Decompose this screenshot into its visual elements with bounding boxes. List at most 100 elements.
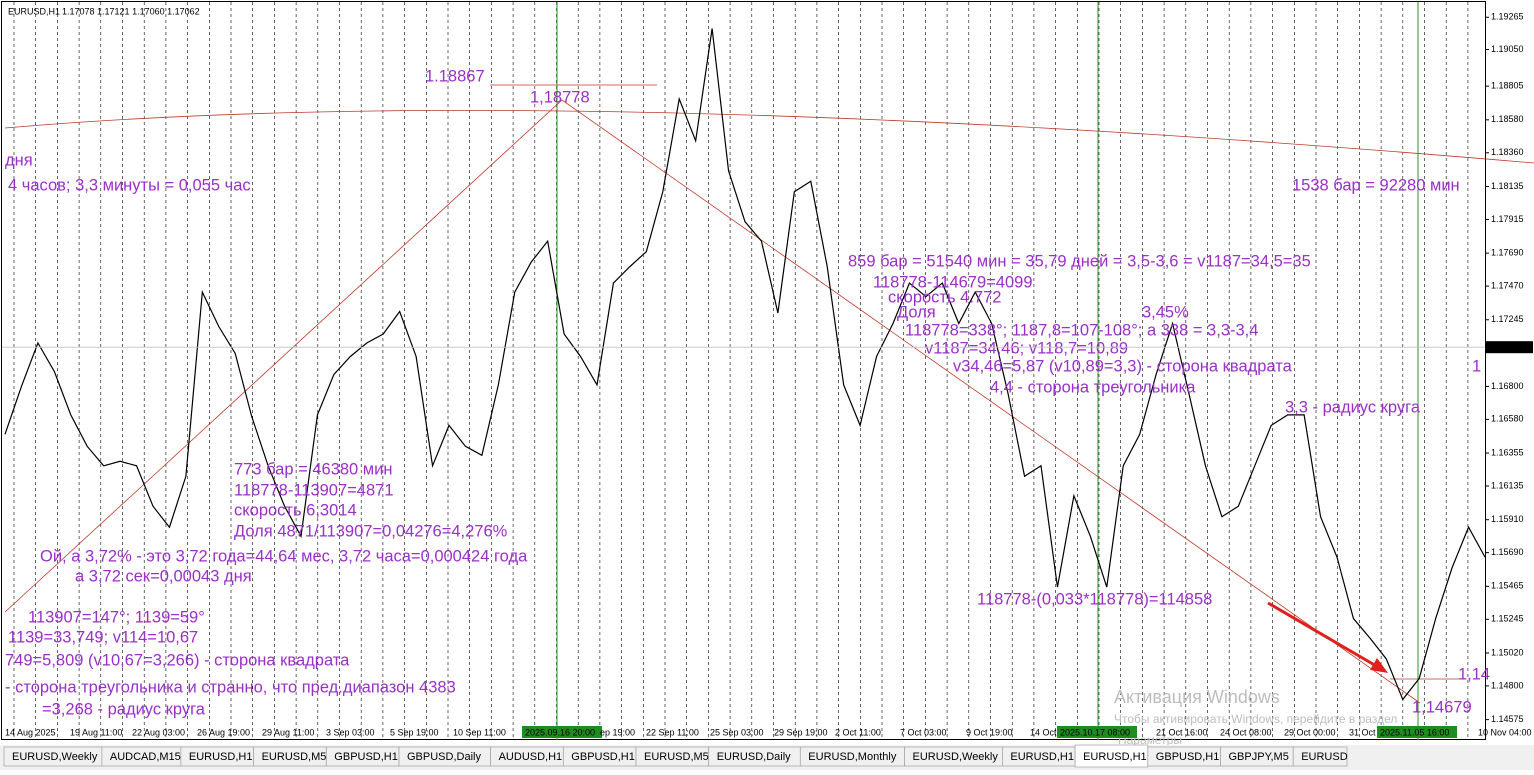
tab-label[interactable]: EURUSD,M5 (644, 751, 709, 763)
tab-label[interactable]: EURUSD,H1 (1010, 751, 1074, 763)
x-tick-label: 7 Oct 03:00 (900, 727, 947, 737)
tab-label[interactable]: AUDCAD,M15 (110, 751, 181, 763)
tab[interactable] (1292, 746, 1348, 767)
annotation: v1187=34,46; v118,7=10,89 (925, 339, 1128, 357)
y-tick-label: 1.19050 (1491, 44, 1524, 54)
tab-label[interactable]: EURUSD,H1 (1083, 751, 1147, 763)
x-tick-label: 24 Oct 08:00 (1220, 727, 1272, 737)
y-tick-label: 1.15245 (1491, 614, 1524, 624)
y-tick-label: 1.15690 (1491, 547, 1524, 557)
trend-line (4, 99, 1421, 704)
tab-label[interactable]: GBPJPY,M5 (1229, 751, 1289, 763)
x-tick-label: 5 Sep 19:00 (390, 727, 439, 737)
annotation: Доля 4871/113907=0,04276=4,276% (234, 522, 508, 540)
x-label-highlight (522, 726, 602, 738)
tab-label[interactable]: EURUSD,Weekly (12, 751, 98, 763)
x-tick-label: 22 Aug 03:00 (132, 727, 185, 737)
x-tick-label: 14 Aug 2025 (5, 727, 56, 737)
x-tick-label: 2025.11.05 16:00 (1380, 727, 1449, 737)
y-tick-label: 1.15910 (1491, 514, 1524, 524)
arc-line (4, 110, 1534, 164)
annotation: 118778=338°; 1187,8=107-108°; а 338 = 3,… (905, 321, 1258, 339)
y-tick-label: 1.15465 (1491, 581, 1524, 591)
y-tick-label: 1.14575 (1491, 714, 1524, 724)
x-tick-label: 10 Nov 04:00 (1478, 727, 1532, 737)
annotation: 1,14679 (1412, 698, 1472, 716)
annotation: 3,45% (1142, 303, 1189, 321)
y-tick-label: 1.18580 (1491, 114, 1524, 124)
arrow-shaft (1267, 601, 1379, 669)
x-tick-label: 29 Aug 11:00 (262, 727, 314, 737)
x-tick-label: 25 Sep 03:00 (710, 727, 764, 737)
annotation: Ой, а 3,72% - это 3,72 года=44,64 мес, 3… (40, 547, 528, 565)
tab-label[interactable]: EURUSD,Monthly (808, 751, 897, 763)
y-tick-label: 1.16580 (1491, 414, 1524, 424)
x-label-highlight (1057, 726, 1137, 738)
annotation: скорость 6,3014 (234, 501, 357, 519)
x-tick-label: 29 Sep 19:00 (774, 727, 828, 737)
y-tick-label: 1.17690 (1491, 248, 1524, 258)
header-ohlc: 1.17078 1.17121 1.17060 1.17062 (62, 6, 200, 16)
y-tick-label: 1.14800 (1491, 680, 1524, 690)
annotation: 3,3 - радиус круга (1285, 398, 1421, 416)
annotation: 1139=33,749; v114=10,67 (8, 628, 198, 646)
price-line (4, 28, 1486, 701)
annotation: 4,4 - сторона треугольника (990, 378, 1196, 396)
annotation: скорость 4.772 (888, 288, 1001, 306)
annotation: 113907=147°; 1139=59° (28, 608, 205, 626)
y-tick-label: 1.17245 (1491, 314, 1524, 324)
tab-label[interactable]: EURUSD,M5 (262, 751, 327, 763)
x-tick-label: ep 19:00 (600, 727, 635, 737)
tab-label[interactable]: EURUSD,Weekly (913, 751, 999, 763)
x-tick-label: 14 Oct (1030, 727, 1057, 737)
current-price-label: 1.17062 (1491, 342, 1524, 352)
annotation: 1,18778 (530, 88, 590, 106)
x-tick-label: 19 Aug 11:00 (70, 727, 122, 737)
y-tick-label: 1.18805 (1491, 81, 1524, 91)
annotation: - сторона треугольника и странно, что пр… (5, 678, 456, 696)
annotation: а 3,72 сек=0,00043 дня (75, 567, 252, 585)
tab-label[interactable]: GBPUSD,Daily (407, 751, 481, 763)
y-tick-label: 1.17470 (1491, 280, 1524, 290)
annotation: 1 (1472, 357, 1481, 375)
x-tick-label: 2025.10.17 08:00 (1060, 727, 1130, 737)
current-price-box (1486, 341, 1533, 354)
tab-label[interactable]: GBPUSD,H1 (571, 751, 635, 763)
annotation: 118778-113907=4871 (234, 481, 394, 499)
x-tick-label: 22 Sep 11:00 (646, 727, 699, 737)
tab-label[interactable]: AUDUSD,H1 (499, 751, 563, 763)
tab-label[interactable]: GBPUSD,H1 (334, 751, 398, 763)
arrow-head (1370, 658, 1388, 673)
x-tick-label: 10 Sep 11:00 (453, 727, 506, 737)
annotation: 1538 бар = 92280 мин (1292, 176, 1460, 194)
tab-label[interactable]: GBPUSD,H1 (1156, 751, 1220, 763)
annotation: Доля (897, 303, 936, 321)
x-tick-label: 29 Oct 00:00 (1284, 727, 1336, 737)
tab-label[interactable]: EURUSD,Daily (717, 751, 791, 763)
y-tick-label: 1.16135 (1491, 480, 1524, 490)
y-tick-label: 1.15020 (1491, 647, 1524, 657)
annotation: 118778-114679=4099 (873, 273, 1033, 291)
y-tick-label: 1.18135 (1491, 181, 1524, 191)
annotation: =3,268 - радиус круга (42, 700, 206, 718)
x-tick-label: 3 Sep 03:00 (326, 727, 375, 737)
y-tick-label: 1.16800 (1491, 381, 1524, 391)
x-tick-label: 2025.09.16 20:00 (525, 727, 595, 737)
x-label-highlight (1377, 726, 1457, 738)
tab-label[interactable]: EURUSD (1301, 751, 1348, 763)
annotation: v34,46=5,87 (v10,89=3,3) - сторона квадр… (953, 357, 1293, 375)
x-tick-label: 21 Oct 16:00 (1156, 727, 1208, 737)
y-tick-label: 1.19265 (1491, 12, 1524, 22)
tab-label[interactable]: EURUSD,H1 (189, 751, 253, 763)
annotation: 859 бар = 51540 мин = 35,79 дней = 3,5-3… (848, 252, 1311, 270)
plot-frame (1, 1, 1486, 740)
x-tick-label: 2 Oct 11:00 (835, 727, 881, 737)
annotation: 1.18867 (425, 67, 485, 85)
annotation: 1,14 (1458, 665, 1490, 683)
y-tick-label: 1.16355 (1491, 447, 1524, 457)
annotation: 4 часов; 3,3 минуты = 0,055 час (8, 176, 251, 194)
x-tick-label: 31 Oct (1349, 727, 1376, 737)
